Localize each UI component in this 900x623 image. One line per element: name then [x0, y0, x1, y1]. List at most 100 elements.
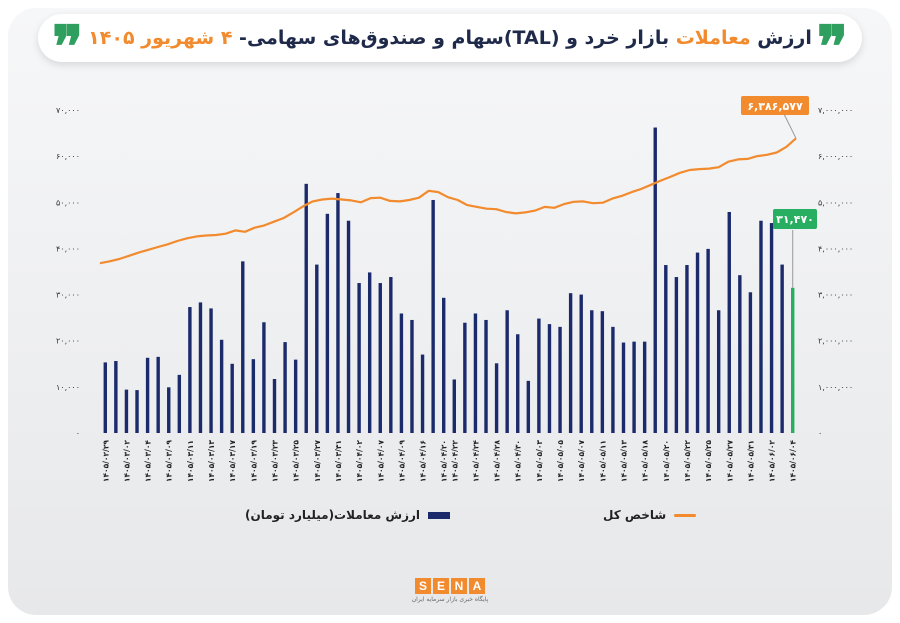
- bar: [547, 324, 552, 433]
- bar: [706, 248, 710, 433]
- x-tick-label: ۱۴۰۵/۰۴/۲۰: [440, 440, 449, 482]
- y-left-tick-label: ۱۰,۰۰۰: [56, 383, 80, 392]
- bar: [642, 341, 647, 433]
- sena-logo: S E N A پایگاه خبری بازار سرمایه ایران: [412, 578, 488, 612]
- bar: [442, 297, 446, 433]
- line-series: [99, 137, 797, 265]
- bar: [621, 342, 626, 433]
- bar: [600, 311, 605, 433]
- bar: [272, 379, 277, 433]
- bar: [769, 223, 774, 433]
- legend-bars-label: ارزش معاملات(میلیارد تومان): [245, 508, 421, 522]
- legend-bar-swatch: [428, 511, 451, 519]
- x-tick-label: ۱۴۰۵/۰۴/۱۶: [419, 440, 428, 482]
- x-tick-label: ۱۴۰۵/۰۵/۲۰: [662, 440, 671, 482]
- bar: [611, 326, 615, 433]
- x-tick-label: ۱۴۰۵/۰۴/۲۴: [471, 440, 480, 483]
- title-highlight-1: معاملات: [675, 27, 751, 49]
- bar: [103, 362, 107, 433]
- y-right-tick-label: ۱,۰۰۰,۰۰۰: [818, 383, 853, 392]
- bar: [537, 318, 541, 433]
- x-tick-label: ۱۴۰۵/۰۴/۰۹: [397, 440, 406, 483]
- bar: [653, 127, 657, 433]
- x-tick-label: ۱۴۰۵/۰۴/۰۲: [355, 440, 364, 483]
- x-tick-label: ۱۴۰۵/۰۲/۲۹: [101, 440, 110, 483]
- x-tick-label: ۱۴۰۵/۰۳/۱۹: [249, 440, 258, 483]
- y-right-tick-label: ۰: [818, 429, 822, 438]
- chart-title: ارزش معاملات بازار خرد و (TAL)سهام و صند…: [88, 27, 812, 49]
- bar: [357, 283, 361, 433]
- bar: [748, 292, 753, 433]
- bar: [198, 302, 203, 433]
- x-tick-label: ۱۴۰۵/۰۵/۱۸: [641, 440, 650, 483]
- x-tick-label: ۱۴۰۵/۰۳/۲۷: [313, 440, 322, 483]
- bar: [167, 387, 171, 433]
- x-tick-label: ۱۴۰۵/۰۳/۱۳: [207, 440, 216, 483]
- x-tick-label: ۱۴۰۵/۰۳/۲۵: [292, 440, 301, 483]
- x-tick-label: ۱۴۰۵/۰۴/۲۸: [493, 440, 502, 483]
- x-tick-label: ۱۴۰۵/۰۳/۲۳: [271, 440, 280, 483]
- bar: [759, 220, 763, 433]
- quote-left-icon: ❞: [52, 13, 84, 81]
- line-value-label: ۶,۳۸۶,۵۷۷: [747, 100, 803, 113]
- logo-subtitle: پایگاه خبری بازار سرمایه ایران: [411, 596, 489, 603]
- line-label-leader: [783, 113, 797, 139]
- bar: [505, 310, 509, 433]
- logo-letter: N: [451, 578, 467, 594]
- bar: [293, 359, 298, 433]
- bar: [219, 339, 224, 433]
- y-left-tick-label: ۲۰,۰۰۰: [56, 337, 80, 346]
- x-tick-label: ۱۴۰۵/۰۳/۱۱: [186, 440, 195, 482]
- y-right-tick-label: ۴,۰۰۰,۰۰۰: [818, 244, 853, 253]
- x-tick-label: ۱۴۰۵/۰۵/۲۲: [683, 440, 692, 483]
- y-right-tick-label: ۵,۰۰۰,۰۰۰: [818, 198, 853, 207]
- x-tick-label: ۱۴۰۵/۰۳/۰۴: [144, 440, 153, 483]
- logo-letter: E: [433, 578, 449, 594]
- bar-value-label: ۳۱,۴۷۰: [776, 213, 814, 226]
- bar: [632, 341, 636, 433]
- legend-bars: ارزش معاملات(میلیارد تومان): [245, 508, 451, 522]
- bar: [346, 220, 351, 433]
- bar: [452, 379, 456, 433]
- bar: [241, 261, 245, 433]
- bar: [431, 199, 435, 433]
- bar: [738, 275, 742, 433]
- quote-right-icon: ❞: [816, 13, 848, 81]
- line-value-badge: [741, 96, 809, 115]
- bar: [685, 265, 689, 433]
- bar: [367, 272, 372, 433]
- logo-letter: S: [415, 578, 431, 594]
- y-right-tick-label: ۲,۰۰۰,۰۰۰: [818, 337, 853, 346]
- legend-line-label: شاخص کل: [603, 508, 667, 522]
- legend-line-swatch: [674, 513, 697, 517]
- bar: [262, 322, 266, 433]
- y-right-tick-label: ۷,۰۰۰,۰۰۰: [818, 106, 853, 115]
- y-left-tick-label: ۶۰,۰۰۰: [56, 152, 80, 161]
- x-tick-label: ۱۴۰۵/۰۳/۰۲: [122, 440, 131, 483]
- logo-letter: A: [469, 578, 485, 594]
- bar: [494, 363, 499, 433]
- y-left-tick-label: ۰: [76, 429, 80, 438]
- x-tick-label: ۱۴۰۵/۰۴/۰۷: [376, 440, 385, 483]
- bar: [145, 357, 150, 433]
- x-tick-label: ۱۴۰۵/۰۵/۲۵: [704, 440, 713, 483]
- y-left-tick-label: ۴۰,۰۰۰: [56, 244, 80, 253]
- bar: [568, 293, 573, 433]
- title-part-1: ارزش: [750, 27, 812, 49]
- x-tick-label: ۱۴۰۵/۰۵/۰۷: [577, 440, 586, 483]
- logo-letters: S E N A: [415, 578, 485, 594]
- x-tick-label: ۱۴۰۵/۰۵/۱۳: [620, 440, 629, 483]
- bar: [315, 264, 319, 433]
- bar: [664, 265, 668, 433]
- x-tick-label: ۱۴۰۵/۰۴/۳۰: [514, 440, 523, 482]
- bar: [727, 211, 731, 433]
- y-right-tick-label: ۶,۰۰۰,۰۰۰: [818, 152, 853, 161]
- x-tick-label: ۱۴۰۵/۰۳/۱۷: [228, 440, 237, 483]
- x-tick-label: ۱۴۰۵/۰۳/۳۱: [334, 440, 343, 482]
- x-tick-label: ۱۴۰۵/۰۵/۲۷: [725, 440, 734, 483]
- x-tick-label: ۱۴۰۵/۰۵/۱۱: [598, 440, 607, 482]
- bar: [283, 342, 287, 433]
- bar: [695, 252, 700, 433]
- bar: [674, 277, 679, 433]
